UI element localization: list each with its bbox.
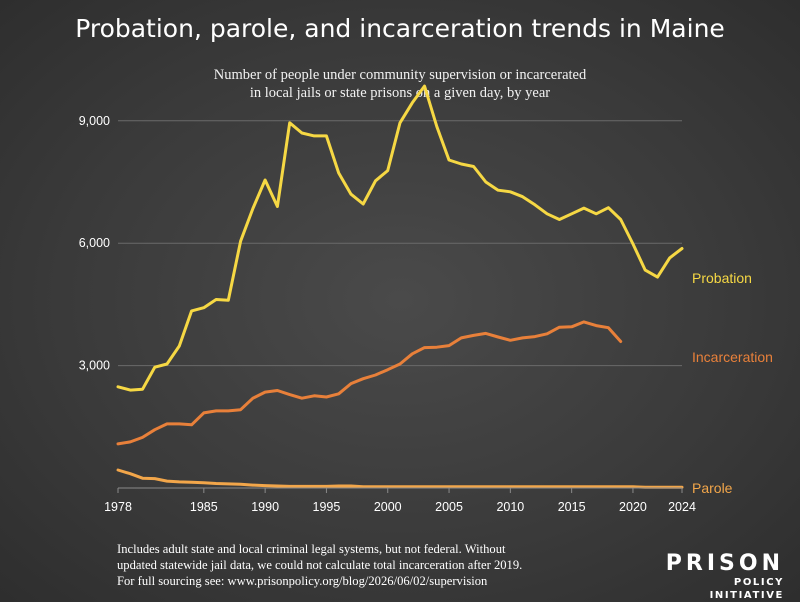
- x-tick-label: 2005: [435, 500, 463, 514]
- footnote-line: Includes adult state and local criminal …: [117, 542, 506, 556]
- parole-line: [116, 468, 684, 489]
- incarceration-series-label: Incarceration: [692, 349, 773, 365]
- logo-wordmark: PRISON: [665, 551, 784, 576]
- y-tick-label: 9,000: [79, 114, 110, 128]
- logo-subtitle: POLICY INITIATIVE: [709, 577, 784, 601]
- footnote: Includes adult state and local criminal …: [117, 541, 587, 589]
- y-tick-label: 3,000: [79, 359, 110, 373]
- chart-title: Probation, parole, and incarceration tre…: [75, 14, 725, 43]
- probation-series-label: Probation: [692, 270, 752, 286]
- prison-policy-initiative-logo: PRISON POLICY INITIATIVE: [660, 552, 784, 602]
- x-axis-ticks: 1978 1985 1990 1995 2000 2005 2010 2015 2020 2024: [104, 488, 696, 514]
- y-axis-ticks: 3,000 6,000 9,000: [79, 114, 110, 373]
- x-tick-label: 1990: [251, 500, 279, 514]
- x-tick-label: 2015: [558, 500, 586, 514]
- incarceration-line: [116, 320, 623, 446]
- subtitle-line: in local jails or state prisons on a giv…: [249, 85, 551, 101]
- probation-line: [116, 84, 684, 392]
- subtitle-line: Number of people under community supervi…: [213, 67, 587, 83]
- x-tick-label: 1985: [190, 500, 218, 514]
- x-tick-label: 1978: [104, 500, 132, 514]
- chart-subtitle: Number of people under community supervi…: [150, 66, 650, 102]
- parole-series-label: Parole: [692, 480, 733, 496]
- y-tick-label: 6,000: [79, 236, 110, 250]
- x-tick-label: 2000: [374, 500, 402, 514]
- x-tick-label: 2020: [619, 500, 647, 514]
- footnote-line: For full sourcing see: www.prisonpolicy.…: [117, 574, 488, 588]
- series-labels: Probation Incarceration Parole: [692, 270, 773, 496]
- footnote-line: updated statewide jail data, we could no…: [117, 558, 523, 572]
- x-tick-label: 2024: [668, 500, 696, 514]
- series-lines: [116, 84, 684, 489]
- x-tick-label: 2010: [496, 500, 524, 514]
- gridlines: [118, 120, 682, 367]
- x-tick-label: 1995: [313, 500, 341, 514]
